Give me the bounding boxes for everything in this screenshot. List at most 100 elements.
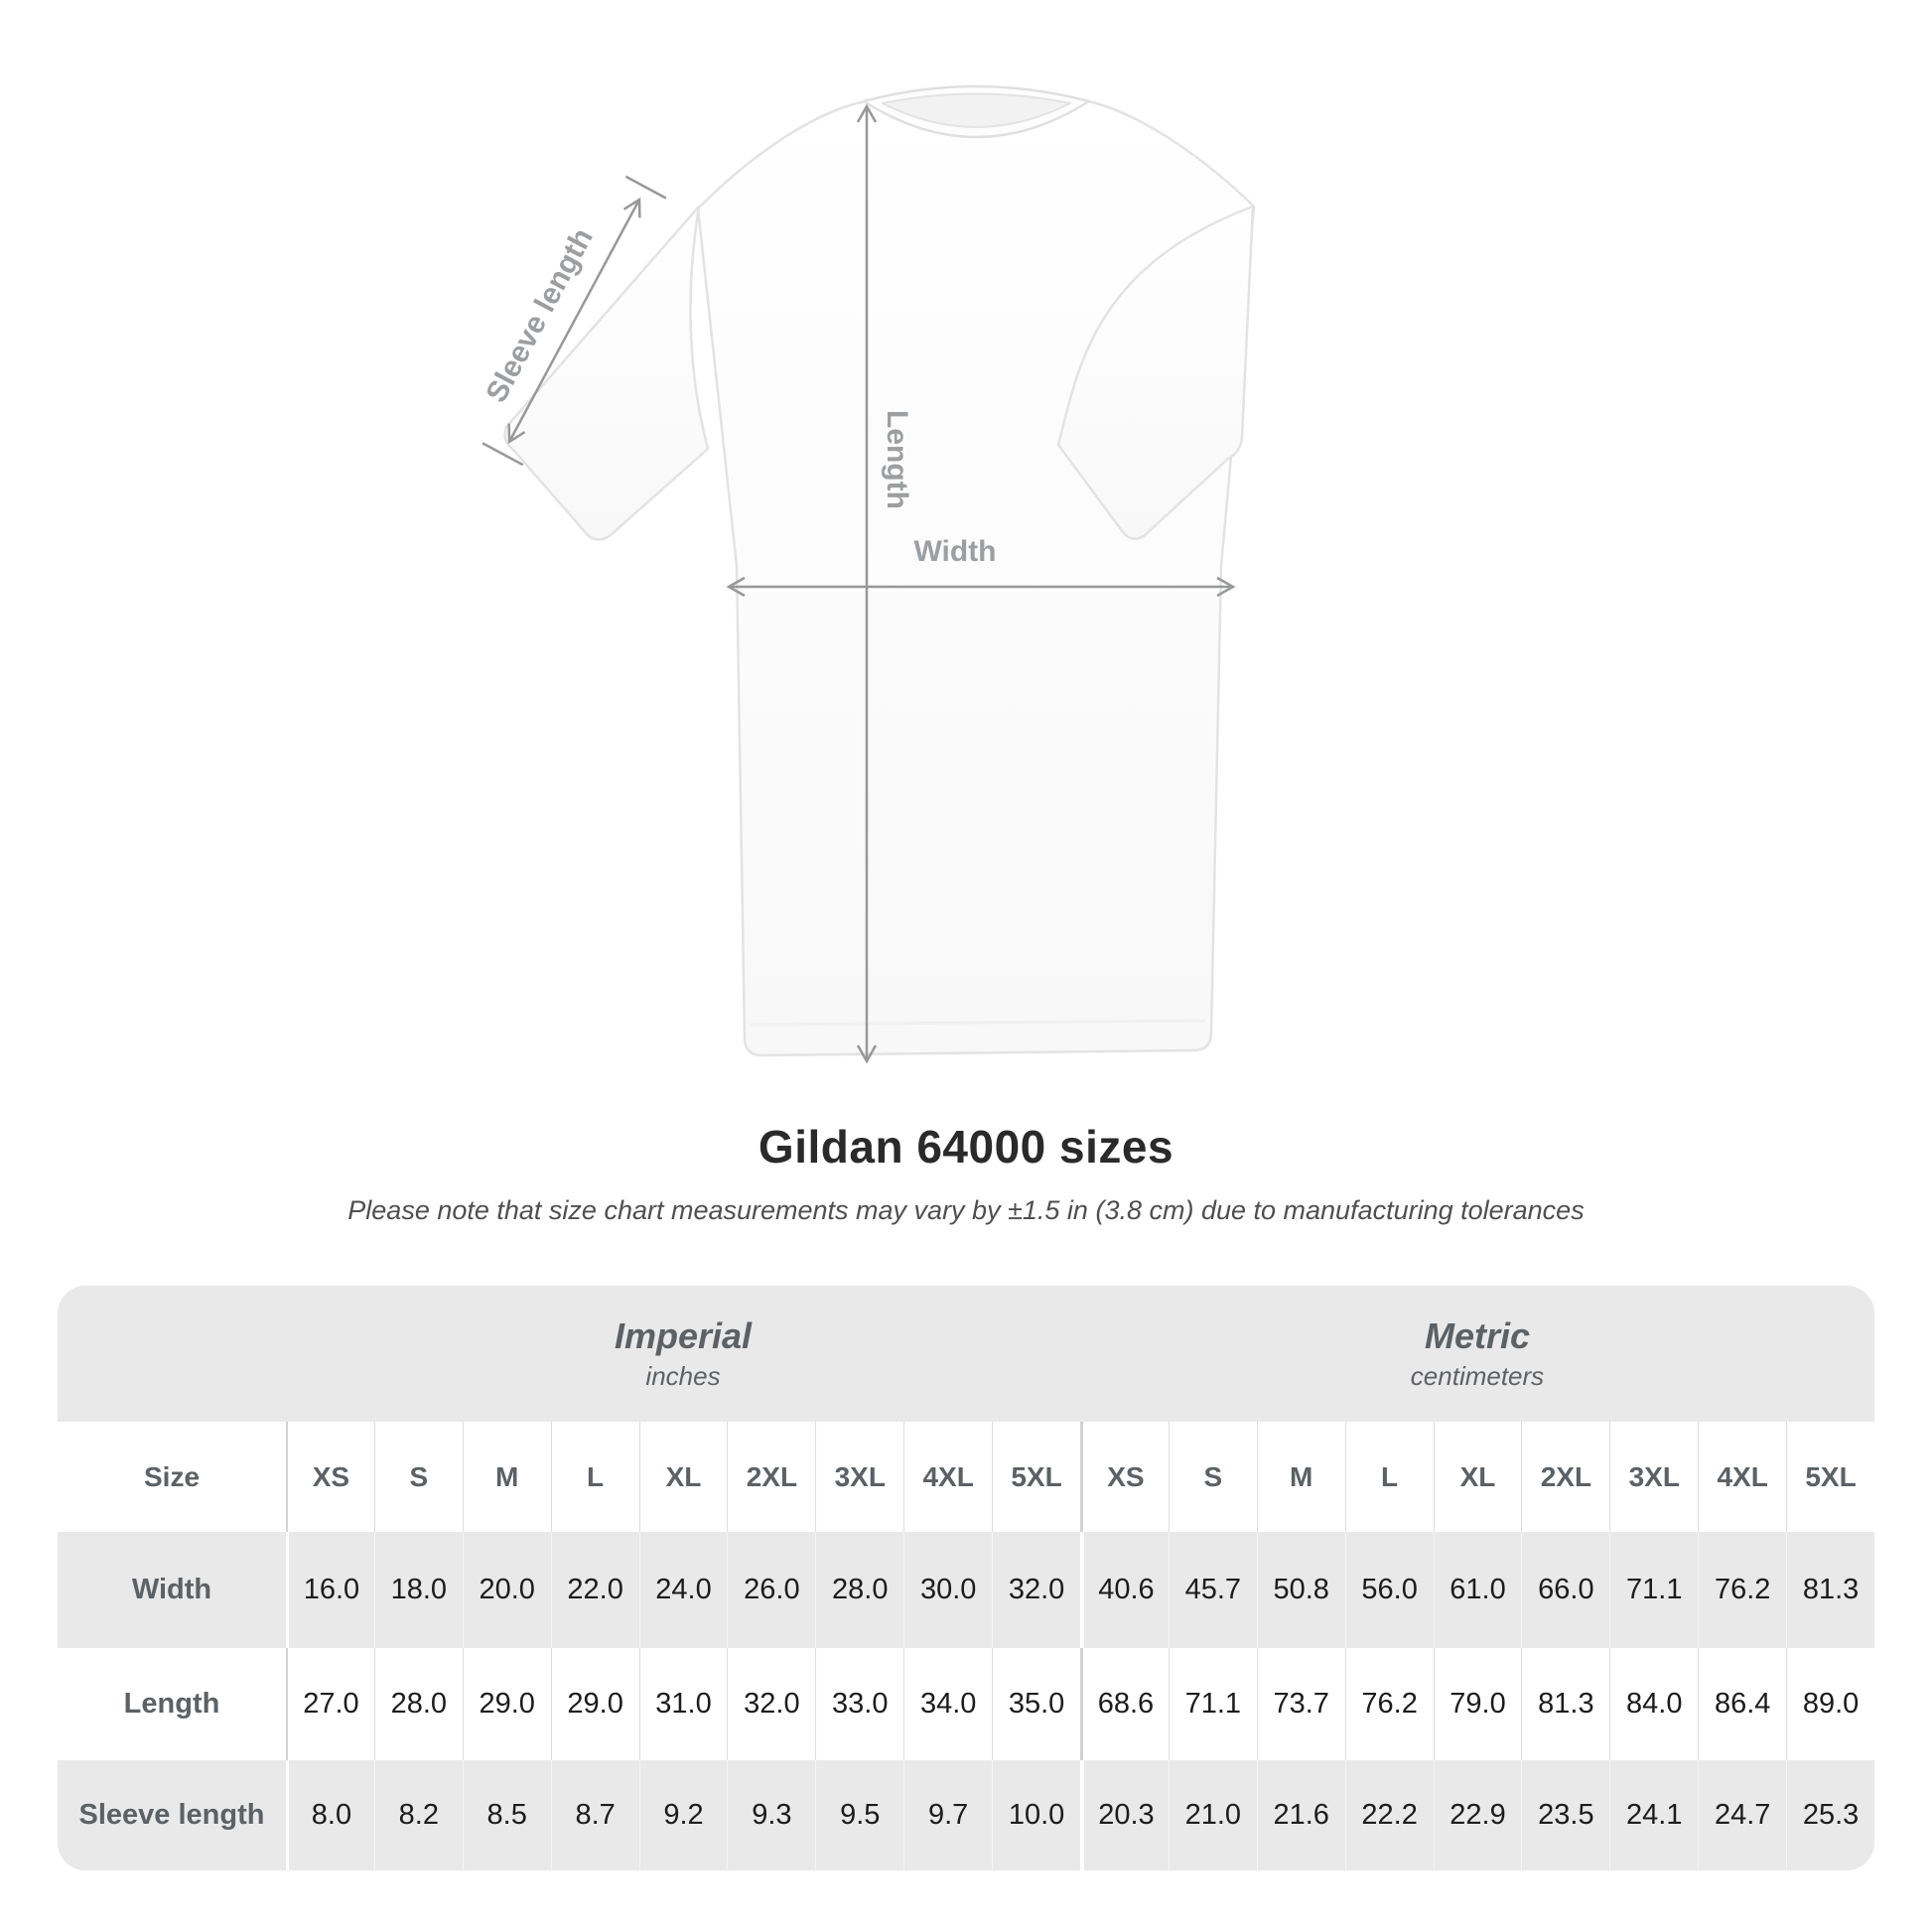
size-header: L xyxy=(550,1422,639,1532)
sleeve-value: 9.2 xyxy=(638,1760,728,1870)
length-value: 33.0 xyxy=(815,1648,903,1760)
length-value: 28.0 xyxy=(373,1648,463,1760)
sleeve-value: 8.5 xyxy=(462,1760,551,1870)
size-header: L xyxy=(1344,1422,1434,1532)
sleeve-value: 25.3 xyxy=(1786,1760,1874,1870)
width-value: 30.0 xyxy=(903,1532,992,1648)
length-value: 71.1 xyxy=(1168,1648,1257,1760)
sleeve-value: 21.0 xyxy=(1168,1760,1257,1870)
size-header: XS xyxy=(286,1422,374,1532)
table-row-width: Width 16.0 18.0 20.0 22.0 24.0 26.0 28.0… xyxy=(58,1532,1874,1648)
length-value: 27.0 xyxy=(286,1648,374,1760)
length-label: Length xyxy=(881,410,913,509)
page-title: Gildan 64000 sizes xyxy=(758,1121,1174,1173)
size-header: 3XL xyxy=(1609,1422,1698,1532)
sleeve-value: 23.5 xyxy=(1521,1760,1609,1870)
width-value: 16.0 xyxy=(286,1532,374,1648)
table-row-sleeve-length: Sleeve length 8.0 8.2 8.5 8.7 9.2 9.3 9.… xyxy=(58,1760,1874,1870)
size-header: XL xyxy=(1433,1422,1522,1532)
length-value: 84.0 xyxy=(1609,1648,1698,1760)
tshirt-measurement-diagram xyxy=(482,84,1256,1064)
width-value: 26.0 xyxy=(727,1532,815,1648)
width-label: Width xyxy=(913,535,997,568)
size-header: 2XL xyxy=(727,1422,815,1532)
size-header: 4XL xyxy=(903,1422,992,1532)
length-value: 31.0 xyxy=(638,1648,728,1760)
sleeve-value: 9.5 xyxy=(815,1760,903,1870)
sleeve-value: 21.6 xyxy=(1256,1760,1345,1870)
width-value: 66.0 xyxy=(1521,1532,1609,1648)
heading: Gildan 64000 sizes Please note that size… xyxy=(0,1120,1932,1226)
width-value: 71.1 xyxy=(1609,1532,1698,1648)
size-header: XL xyxy=(638,1422,728,1532)
length-value: 81.3 xyxy=(1521,1648,1609,1760)
sleeve-value: 22.9 xyxy=(1433,1760,1522,1870)
width-value: 40.6 xyxy=(1079,1532,1169,1648)
tshirt-hem-seam xyxy=(750,1019,1206,1027)
width-value: 76.2 xyxy=(1698,1532,1786,1648)
tshirt-right-sleeve xyxy=(1056,205,1255,540)
sleeve-value: 24.7 xyxy=(1698,1760,1786,1870)
width-value: 22.0 xyxy=(550,1532,639,1648)
sleeve-arrow-top-cap xyxy=(624,175,667,200)
row-label: Width xyxy=(131,1574,212,1605)
imperial-title: Imperial xyxy=(614,1315,753,1356)
length-value: 35.0 xyxy=(992,1648,1080,1760)
size-header: M xyxy=(1256,1422,1345,1532)
sleeve-value: 9.7 xyxy=(903,1760,992,1870)
size-header: XS xyxy=(1079,1422,1169,1532)
length-value: 29.0 xyxy=(550,1648,639,1760)
measurement-arrows xyxy=(482,103,1236,1064)
size-header: S xyxy=(373,1422,463,1532)
size-header: 5XL xyxy=(1786,1422,1874,1532)
sleeve-arrow-bottom-cap xyxy=(482,442,524,467)
imperial-group-header: Imperial inches xyxy=(286,1286,1080,1422)
length-value: 79.0 xyxy=(1433,1648,1522,1760)
size-header: 5XL xyxy=(992,1422,1080,1532)
length-value: 89.0 xyxy=(1786,1648,1874,1760)
metric-unit: centimeters xyxy=(1410,1361,1545,1391)
table-row-length: Length 27.0 28.0 29.0 29.0 31.0 32.0 33.… xyxy=(58,1648,1874,1760)
row-label: Length xyxy=(123,1688,220,1720)
sleeve-value: 20.3 xyxy=(1079,1760,1169,1870)
size-header: M xyxy=(462,1422,551,1532)
sleeve-value: 9.3 xyxy=(727,1760,815,1870)
length-value: 73.7 xyxy=(1256,1648,1345,1760)
size-header: 3XL xyxy=(815,1422,903,1532)
sleeve-value: 8.7 xyxy=(550,1760,639,1870)
tshirt-body xyxy=(696,90,1256,1057)
tshirt-graphic xyxy=(503,84,1256,1057)
length-value: 86.4 xyxy=(1698,1648,1786,1760)
width-value: 20.0 xyxy=(462,1532,551,1648)
width-value: 61.0 xyxy=(1433,1532,1522,1648)
tolerance-note: Please note that size chart measurements… xyxy=(347,1195,1585,1225)
tshirt-left-sleeve xyxy=(503,205,710,541)
width-value: 56.0 xyxy=(1344,1532,1434,1648)
size-header: S xyxy=(1168,1422,1257,1532)
metric-group-header: Metric centimeters xyxy=(1080,1286,1874,1422)
unit-group-band: Imperial inches Metric centimeters xyxy=(58,1286,1874,1422)
size-column-header: Size xyxy=(143,1460,201,1492)
tshirt-collar-inner xyxy=(882,92,1071,128)
width-value: 18.0 xyxy=(373,1532,463,1648)
length-value: 32.0 xyxy=(727,1648,815,1760)
imperial-unit: inches xyxy=(645,1361,721,1391)
sleeve-value: 22.2 xyxy=(1344,1760,1434,1870)
sleeve-value: 24.1 xyxy=(1609,1760,1698,1870)
length-value: 76.2 xyxy=(1344,1648,1434,1760)
row-label: Sleeve length xyxy=(78,1799,265,1831)
sleeve-length-arrow xyxy=(507,197,641,445)
width-value: 45.7 xyxy=(1168,1532,1257,1648)
width-value: 32.0 xyxy=(992,1532,1080,1648)
width-value: 81.3 xyxy=(1786,1532,1874,1648)
sleeve-value: 8.0 xyxy=(286,1760,374,1870)
sleeve-value: 10.0 xyxy=(992,1760,1080,1870)
length-value: 68.6 xyxy=(1079,1648,1169,1760)
width-value: 28.0 xyxy=(815,1532,903,1648)
size-header: 2XL xyxy=(1521,1422,1609,1532)
length-value: 34.0 xyxy=(903,1648,992,1760)
metric-title: Metric xyxy=(1424,1315,1531,1356)
size-header-row: Size XS S M L XL 2XL 3XL 4XL 5XL XS S M … xyxy=(58,1422,1874,1532)
sleeve-value: 8.2 xyxy=(373,1760,463,1870)
